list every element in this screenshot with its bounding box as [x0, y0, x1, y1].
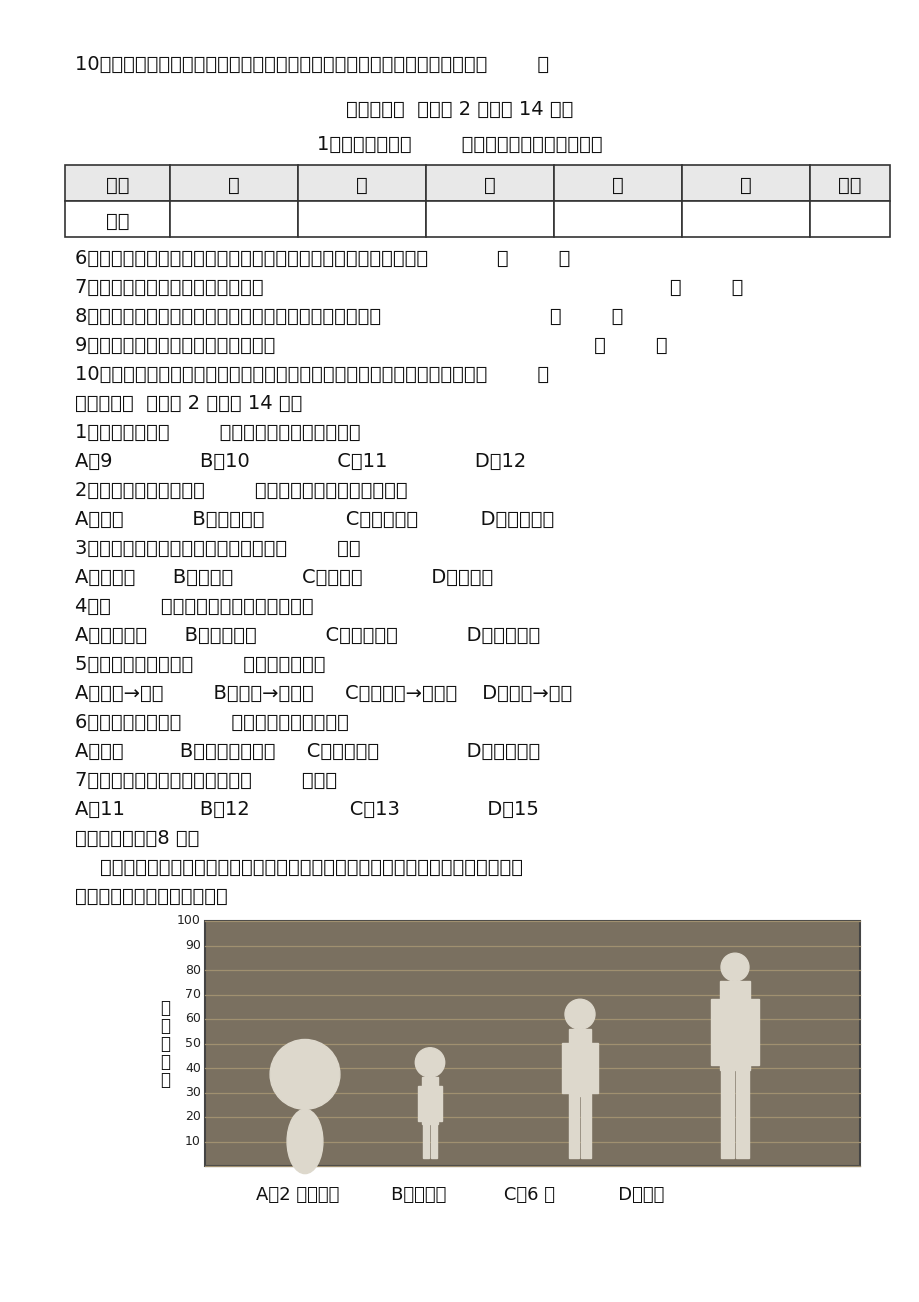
Bar	[437, 1086, 442, 1121]
Bar	[569, 1096, 578, 1157]
Text: 长: 长	[160, 1052, 170, 1070]
Bar	[562, 1043, 568, 1092]
Text: 10、不论是在学习、运动还是睡眠中，我们的身体时时刻刻都在发生变化。（        ）: 10、不论是在学习、运动还是睡眠中，我们的身体时时刻刻都在发生变化。（ ）	[75, 55, 549, 74]
Circle shape	[270, 1039, 339, 1109]
Bar	[298, 165, 425, 201]
Text: 看图，从头的大小和身体的高度分析人体形态变化的特点，并由此推断，身体不同: 看图，从头的大小和身体的高度分析人体形态变化的特点，并由此推断，身体不同	[75, 858, 522, 878]
Text: A、吸烟         B、参加体育锻炼     C、合理膳食              D、科学用脑: A、吸烟 B、参加体育锻炼 C、合理膳食 D、科学用脑	[75, 742, 539, 760]
Text: 1、女孩大约从（        ）岁开始陆续进入青春期。: 1、女孩大约从（ ）岁开始陆续进入青春期。	[75, 423, 360, 441]
Bar	[719, 982, 749, 1069]
Text: 8、同一年龄组中，中等身高、矮个和高个的数量差不多。                           （        ）: 8、同一年龄组中，中等身高、矮个和高个的数量差不多。 （ ）	[75, 307, 623, 326]
Text: 百: 百	[160, 1035, 170, 1052]
Text: 部位的生长速度有哪些不同？: 部位的生长速度有哪些不同？	[75, 887, 228, 906]
Text: A、9              B、10              C、11              D、12: A、9 B、10 C、11 D、12	[75, 452, 526, 471]
Text: 四: 四	[611, 176, 623, 194]
Text: 7、女性月经初潮的年龄一般是（        ）岁。: 7、女性月经初潮的年龄一般是（ ）岁。	[75, 771, 336, 790]
Bar	[417, 1086, 422, 1121]
Bar	[809, 201, 889, 237]
Circle shape	[720, 953, 748, 982]
Bar	[591, 1043, 597, 1092]
Circle shape	[414, 1048, 444, 1077]
Text: 分: 分	[160, 1017, 170, 1035]
Text: 得分: 得分	[106, 211, 129, 230]
Bar	[749, 999, 758, 1065]
Text: A、换牙           B、乳房发育             C、月经初潮          D、出现喉结: A、换牙 B、乳房发育 C、月经初潮 D、出现喉结	[75, 510, 553, 529]
Text: 4、（        ）是女孩青春期开始的标志。: 4、（ ）是女孩青春期开始的标志。	[75, 598, 313, 616]
Text: 总分: 总分	[837, 176, 861, 194]
Text: A、2 个月胎儿         B、新生儿          C、6 岁           D、成人: A、2 个月胎儿 B、新生儿 C、6 岁 D、成人	[255, 1186, 664, 1204]
Text: 5、青春期是我们由（        ）过度的时期。: 5、青春期是我们由（ ）过度的时期。	[75, 655, 325, 674]
Text: A、婴儿→儿童        B、儿童→成年人     C、成年人→老年人    D、胎儿→婴儿: A、婴儿→儿童 B、儿童→成年人 C、成年人→老年人 D、胎儿→婴儿	[75, 684, 572, 703]
Text: 三: 三	[483, 176, 495, 194]
Circle shape	[564, 999, 595, 1029]
Bar	[553, 201, 681, 237]
Text: 三、我会选  （每题 2 分，共 14 分）: 三、我会选 （每题 2 分，共 14 分）	[346, 100, 573, 118]
Bar	[681, 165, 809, 201]
Text: 40: 40	[185, 1061, 200, 1074]
Bar	[720, 1069, 733, 1157]
Text: 三、我会选  （每题 2 分，共 14 分）: 三、我会选 （每题 2 分，共 14 分）	[75, 395, 302, 413]
Text: 五: 五	[739, 176, 751, 194]
Text: 2、下列身体特征中，（        ）是男孩青春期发育的表现。: 2、下列身体特征中，（ ）是男孩青春期发育的表现。	[75, 480, 407, 500]
Text: 20: 20	[185, 1111, 200, 1124]
Text: 10: 10	[185, 1135, 200, 1148]
Bar	[430, 1124, 437, 1157]
Bar	[580, 1096, 590, 1157]
Text: 3、人体生长发育的第一个快速时期是（        ）。: 3、人体生长发育的第一个快速时期是（ ）。	[75, 539, 360, 559]
Bar	[681, 201, 809, 237]
Text: 80: 80	[185, 963, 200, 976]
Text: 7、吸烟和酗酒是少年健康的大敌。                                                                : 7、吸烟和酗酒是少年健康的大敌。	[75, 279, 743, 297]
Text: A、11            B、12                C、13              D、15: A、11 B、12 C、13 D、15	[75, 799, 539, 819]
Bar	[298, 201, 425, 237]
Text: 一: 一	[228, 176, 240, 194]
Text: 30: 30	[185, 1086, 200, 1099]
Bar	[170, 165, 298, 201]
Text: 6、女孩子在月经期要特别注意月经期卫生，避免着凉，适当运动。           （        ）: 6、女孩子在月经期要特别注意月经期卫生，避免着凉，适当运动。 （ ）	[75, 249, 570, 268]
Text: 100: 100	[177, 914, 200, 927]
Bar	[553, 165, 681, 201]
Bar	[422, 1124, 429, 1157]
Bar	[170, 201, 298, 237]
Bar	[422, 1077, 437, 1124]
Bar	[809, 165, 889, 201]
Text: 9、人的生长发育速度是恒定不变的。                                                   （        ）: 9、人的生长发育速度是恒定不变的。 （ ）	[75, 336, 667, 355]
Bar	[735, 1069, 748, 1157]
Text: 体: 体	[160, 1070, 170, 1088]
Text: 比: 比	[160, 999, 170, 1017]
Bar	[65, 201, 170, 237]
Text: 10、不论是在学习、运动还是睡眠中，我们的身体时时刻刻都在发生变化。（        ）: 10、不论是在学习、运动还是睡眠中，我们的身体时时刻刻都在发生变化。（ ）	[75, 365, 549, 384]
Text: 题号: 题号	[106, 176, 129, 194]
Bar	[205, 921, 859, 1167]
Text: 6、下列行为中，（        ）是不良的生活方式。: 6、下列行为中，（ ）是不良的生活方式。	[75, 713, 348, 732]
Bar	[425, 201, 553, 237]
Bar	[710, 999, 719, 1065]
Text: A、身体突增      B、体重增加           C、月经初潮           D、首次遗精: A、身体突增 B、体重增加 C、月经初潮 D、首次遗精	[75, 626, 539, 644]
Bar	[425, 165, 553, 201]
Text: 四、看图分析（8 分）: 四、看图分析（8 分）	[75, 829, 199, 848]
Text: 二: 二	[356, 176, 368, 194]
Text: A、成人期      B、老年期           C、青春期           D、婴儿期: A、成人期 B、老年期 C、青春期 D、婴儿期	[75, 568, 493, 587]
Ellipse shape	[287, 1109, 323, 1173]
Text: 50: 50	[185, 1036, 200, 1049]
Bar	[65, 165, 170, 201]
Bar	[568, 1029, 591, 1096]
Text: 70: 70	[185, 988, 200, 1001]
Text: 1、女孩大约从（        ）岁开始陆续进入青春期。: 1、女孩大约从（ ）岁开始陆续进入青春期。	[317, 135, 602, 154]
Text: 90: 90	[185, 939, 200, 952]
Text: 60: 60	[185, 1013, 200, 1026]
